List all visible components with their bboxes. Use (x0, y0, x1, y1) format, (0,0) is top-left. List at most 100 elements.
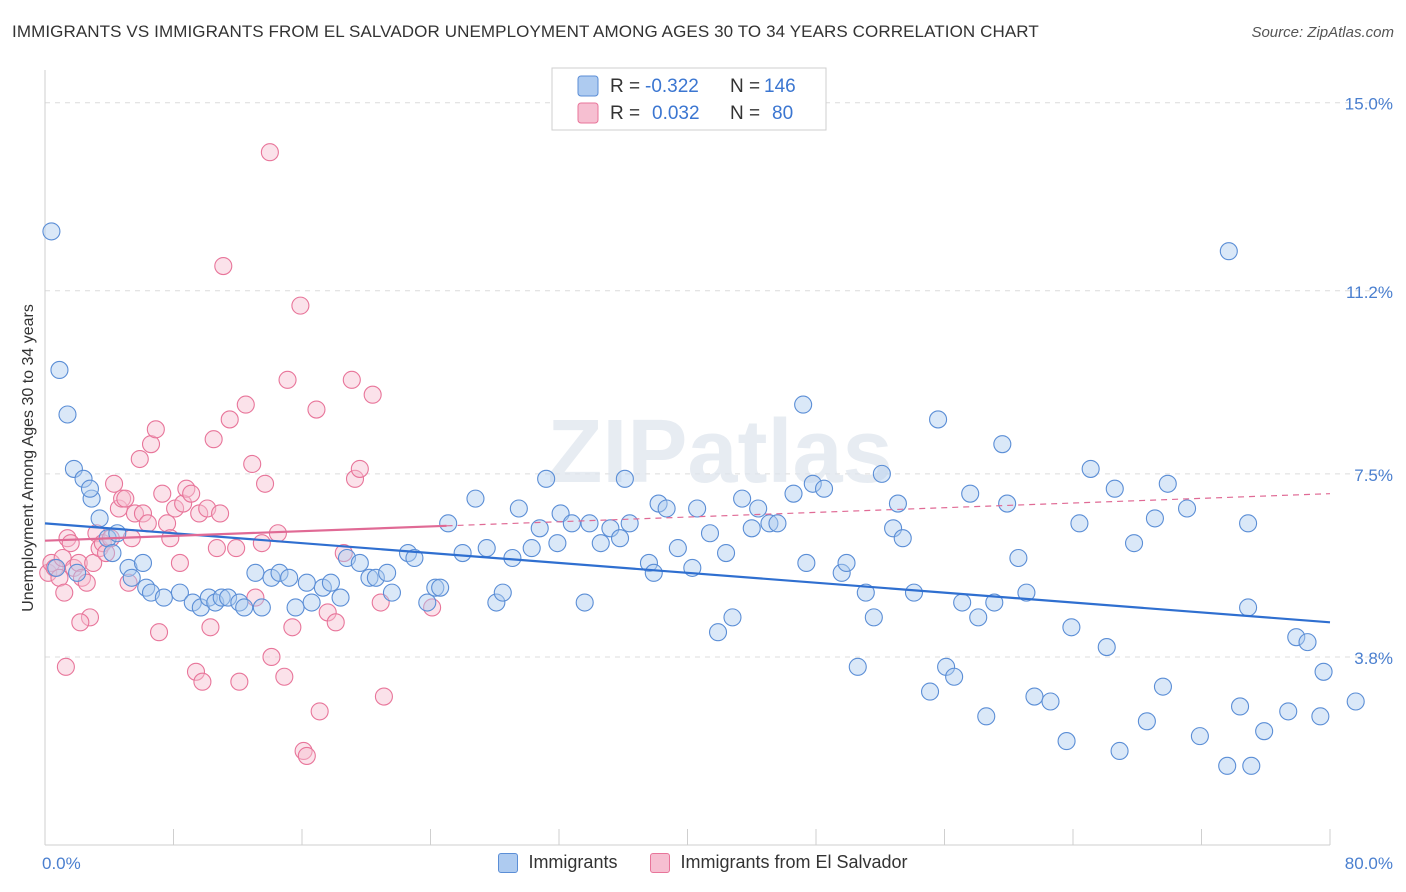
legend-r-label: R = (610, 103, 640, 124)
data-point-immigrants (537, 469, 556, 488)
data-point-immigrants (969, 608, 988, 627)
data-point-immigrants (929, 410, 948, 429)
data-point-immigrants (1017, 583, 1036, 602)
data-point-immigrants (235, 598, 254, 617)
data-point-immigrants (893, 529, 912, 548)
legend-n-label: N = (730, 103, 760, 124)
data-point-immigrants (246, 563, 265, 582)
data-point-immigrants (493, 583, 512, 602)
data-point-immigrants (122, 568, 141, 587)
data-point-immigrants (601, 519, 620, 538)
data-point-immigrants (270, 563, 289, 582)
data-point-immigrants (864, 608, 883, 627)
data-point-immigrants (797, 553, 816, 572)
legend-label: Immigrants from El Salvador (680, 852, 908, 872)
y-tick-label: 3.8% (1354, 649, 1393, 668)
data-point-immigrants (1009, 548, 1028, 568)
data-point-el-salvador (326, 613, 345, 632)
data-point-immigrants (548, 534, 567, 553)
data-point-immigrants (998, 494, 1017, 513)
data-point-immigrants (580, 514, 599, 533)
data-point-immigrants (733, 489, 752, 508)
data-point-immigrants (119, 558, 138, 577)
pink-point-group (39, 143, 442, 765)
data-point-el-salvador (72, 568, 91, 587)
data-point-immigrants (872, 464, 891, 483)
data-point-immigrants (1057, 732, 1076, 751)
grid-lines (45, 102, 1395, 658)
data-point-immigrants (610, 529, 630, 548)
data-point-immigrants (1110, 741, 1129, 761)
legend-swatch (498, 852, 519, 873)
data-point-el-salvador (256, 474, 275, 493)
legend-r-label: R = (610, 76, 640, 97)
data-point-immigrants (230, 593, 249, 612)
data-point-el-salvador (236, 395, 255, 414)
data-point-immigrants (1158, 474, 1177, 493)
data-point-el-salvador (158, 514, 177, 533)
data-point-immigrants (1311, 707, 1330, 726)
data-point-immigrants (716, 543, 736, 563)
data-point-immigrants (723, 608, 742, 627)
data-point-el-salvador (204, 430, 223, 449)
trend-line-el-salvador (44, 524, 447, 542)
data-point-immigrants (1218, 756, 1237, 775)
data-point-immigrants (837, 553, 856, 572)
data-point-immigrants (1279, 702, 1298, 721)
legend-n-label: N = (730, 76, 760, 97)
data-point-el-salvador (61, 534, 80, 553)
legend-swatch-blue (577, 75, 599, 97)
data-point-immigrants (803, 474, 822, 493)
y-tick-label: 15.0% (1345, 95, 1393, 114)
data-point-el-salvador (350, 459, 369, 478)
data-point-immigrants (1070, 514, 1089, 533)
blue-point-group (42, 222, 1365, 775)
data-point-immigrants (953, 593, 972, 612)
data-point-el-salvador (58, 529, 77, 548)
data-point-immigrants (58, 405, 77, 424)
data-point-immigrants (366, 568, 385, 587)
data-point-immigrants (1124, 534, 1144, 553)
watermark: ZIPatlas (547, 402, 892, 502)
data-point-immigrants (784, 484, 803, 503)
data-point-immigrants (1239, 514, 1258, 533)
data-point-immigrants (382, 583, 402, 602)
data-point-immigrants (620, 514, 639, 533)
data-point-immigrants (644, 563, 663, 582)
data-point-immigrants (297, 573, 316, 592)
legend-item-immigrants[interactable]: Immigrants (498, 852, 617, 873)
legend-item-el-salvador[interactable]: Immigrants from El Salvador (650, 852, 908, 873)
data-point-immigrants (522, 539, 541, 558)
data-point-immigrants (1298, 633, 1317, 652)
data-point-immigrants (286, 598, 305, 617)
data-point-immigrants (1346, 692, 1365, 711)
trend-line-el-salvador-extension (446, 493, 1331, 527)
data-point-immigrants (1153, 677, 1172, 696)
data-point-immigrants (1219, 242, 1238, 261)
data-point-immigrants (154, 588, 173, 607)
data-point-immigrants (1145, 509, 1164, 528)
data-point-immigrants (466, 489, 485, 508)
data-point-el-salvador (283, 618, 302, 637)
data-point-el-salvador (201, 618, 220, 637)
data-point-immigrants (1231, 697, 1250, 716)
data-point-immigrants (1314, 662, 1333, 681)
trend-line-immigrants (44, 522, 1331, 624)
legend-label: Immigrants (528, 852, 618, 872)
data-point-immigrants (1190, 727, 1209, 746)
series-legend: Immigrants Immigrants from El Salvador (0, 852, 1406, 878)
data-point-immigrants (708, 623, 728, 642)
data-point-immigrants (47, 558, 66, 577)
data-point-immigrants (945, 667, 964, 686)
data-point-immigrants (350, 553, 369, 572)
data-point-immigrants (668, 539, 687, 558)
data-point-el-salvador (153, 484, 172, 503)
data-point-immigrants (615, 469, 634, 488)
data-point-immigrants (985, 593, 1004, 612)
data-point-el-salvador (87, 524, 106, 543)
data-point-immigrants (1105, 479, 1124, 498)
legend-n-value: 146 (764, 76, 796, 97)
data-point-el-salvador (71, 613, 90, 632)
data-point-immigrants (133, 553, 153, 572)
data-point-immigrants (977, 707, 996, 726)
